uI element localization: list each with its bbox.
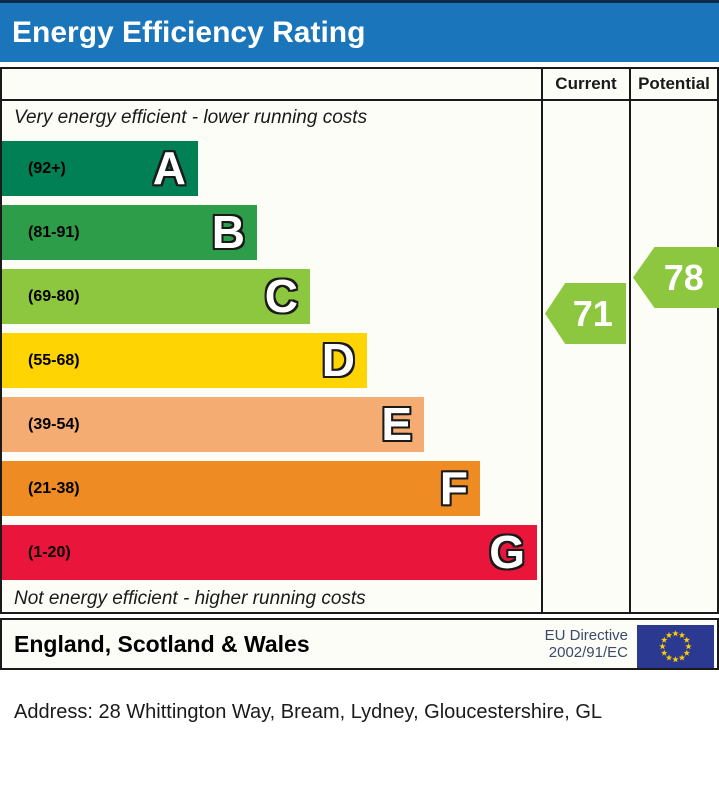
band-range-label: (21-38) [28,480,80,497]
band-range-label: (55-68) [28,352,80,369]
band-row-E: (39-54) E [2,397,424,452]
band-row-D: (55-68) D [2,333,367,388]
column-header-potential: Potential [638,74,710,93]
band-row-F: (21-38) F [2,461,480,516]
band-range-label: (69-80) [28,288,80,305]
band-range-label: (92+) [28,160,66,177]
caption-not-efficient: Not energy efficient - higher running co… [14,588,366,609]
eu-directive-label: EU Directive 2002/91/EC [500,627,628,661]
band-letter: D [321,334,355,386]
band-row-C: (69-80) C [2,269,310,324]
band-letter: G [489,526,525,578]
eu-directive-line2: 2002/91/EC [548,644,628,661]
band-range-label: (39-54) [28,416,80,433]
title-bar: Energy Efficiency Rating [0,0,719,62]
band-letter: F [439,462,468,514]
band-letter: A [152,142,186,194]
band-letter: E [381,398,412,450]
footer-bar: England, Scotland & Wales EU Directive 2… [0,618,719,670]
page-title: Energy Efficiency Rating [12,16,366,49]
region-label: England, Scotland & Wales [14,631,310,657]
column-divider-current [541,67,543,614]
current-rating-value: 71 [572,293,613,334]
header-divider [0,99,719,101]
caption-very-efficient: Very energy efficient - lower running co… [14,107,368,128]
potential-rating-value: 78 [663,257,704,298]
band-row-B: (81-91) B [2,205,257,260]
column-header-current: Current [555,74,617,93]
band-letter: B [211,206,245,258]
band-range-label: (1-20) [28,544,71,561]
eu-flag-icon [637,625,714,668]
band-range-label: (81-91) [28,224,80,241]
band-row-G: (1-20) G [2,525,537,580]
band-row-A: (92+) A [2,141,198,196]
property-address: Address: 28 Whittington Way, Bream, Lydn… [14,701,603,723]
eu-directive-line1: EU Directive [544,627,628,644]
column-divider-potential [629,67,631,614]
band-letter: C [264,270,298,322]
